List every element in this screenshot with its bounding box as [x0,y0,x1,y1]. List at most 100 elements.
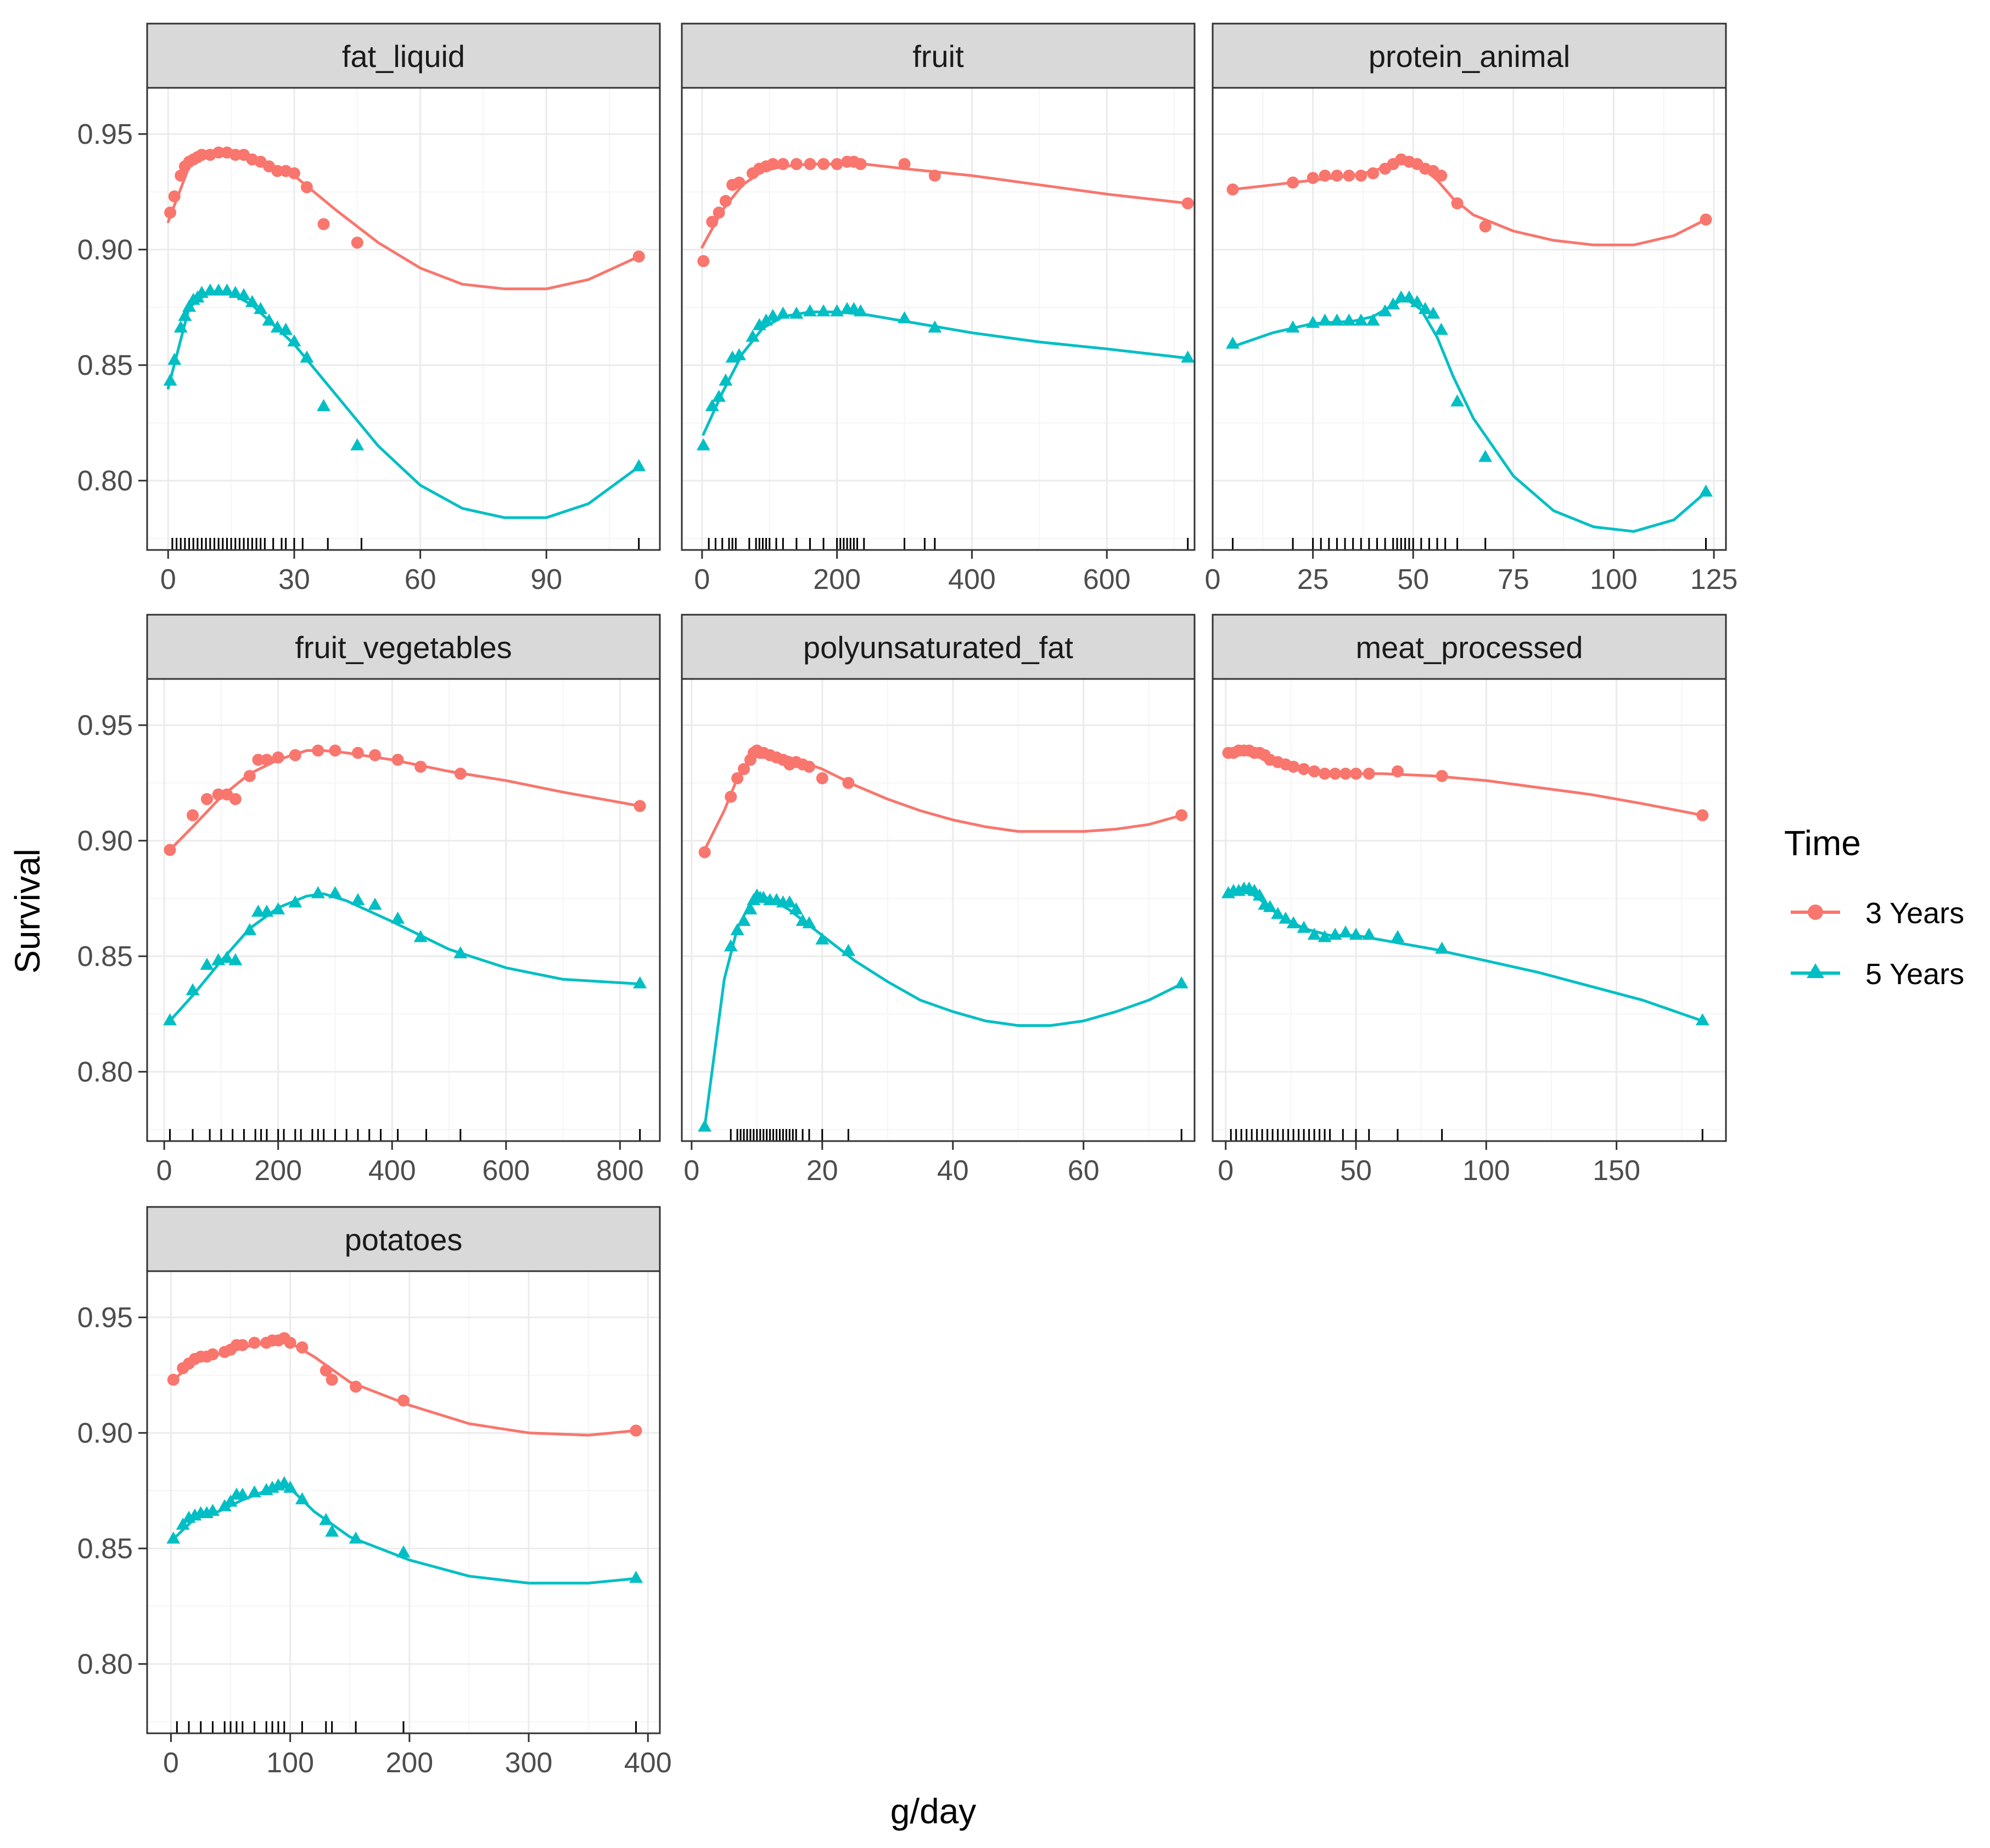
data-point-triangle [260,905,274,917]
data-point-circle [351,746,364,759]
data-point-triangle [1386,297,1400,310]
data-point-circle [312,744,324,757]
y-tick-label: 0.95 [77,1302,133,1334]
x-tick-label: 20 [806,1155,838,1187]
data-point-triangle [1271,907,1285,919]
data-point-circle [317,218,330,231]
data-point-circle [817,158,830,170]
strip-label-potatoes: potatoes [345,1222,463,1257]
data-point-circle [842,777,855,789]
y-tick-label: 0.80 [77,465,133,497]
x-tick-label: 600 [482,1155,530,1187]
data-point-triangle [271,902,285,914]
x-tick-label: 200 [385,1747,433,1779]
data-point-circle [206,1348,219,1361]
panel-polyunsaturated-fat: polyunsaturated_fat 0 20 40 60 [681,614,1196,1187]
y-tick-label: 0.85 [77,1533,133,1565]
data-point-triangle [1402,290,1416,303]
data-point-triangle [1318,313,1332,326]
data-point-circle [1451,197,1464,210]
data-point-triangle [247,1485,261,1498]
data-point-triangle [200,958,214,970]
data-point-triangle [816,304,831,317]
series-5-years [166,1476,643,1585]
data-point-triangle [752,318,766,330]
x-tick-label: 60 [405,564,436,596]
data-point-triangle [220,951,234,963]
strip-label-polyunsaturated-fat: polyunsaturated_fat [803,630,1073,665]
legend-label-3-years: 3 Years [1865,897,1964,930]
series-5-years [163,886,647,1026]
data-point-circle [1319,767,1331,780]
data-point-triangle [1297,920,1311,933]
y-tick-label: 0.85 [77,350,133,381]
data-point-triangle [300,350,314,363]
data-point-circle [1436,769,1448,782]
y-tick-label: 0.90 [77,1418,133,1450]
legend-key-triangle [1807,963,1824,978]
data-point-triangle [167,352,182,365]
data-point-circle [252,754,265,766]
strip-label-meat-processed: meat_processed [1355,630,1583,665]
strip-background [1212,614,1727,680]
data-point-circle [351,237,363,249]
data-point-triangle [1174,976,1189,988]
data-point-circle [414,760,427,773]
panel-background [1213,679,1726,1141]
data-point-circle [898,158,911,170]
data-point-circle [1355,169,1367,182]
data-point-circle [1329,767,1342,780]
data-point-triangle [1338,925,1353,938]
x-tick-label: 0 [1205,564,1221,596]
panel-meat-processed: meat_processed 0 50 100 150 [1212,614,1727,1187]
data-point-triangle [830,304,844,317]
data-point-circle [1479,220,1492,233]
strip-label-fruit: fruit [912,39,964,74]
data-point-triangle [288,895,302,908]
y-tick-label: 0.80 [77,1057,133,1088]
data-point-triangle [237,288,251,300]
data-point-triangle [270,320,284,333]
data-point-triangle [166,1531,181,1544]
data-point-circle [698,846,711,858]
data-point-circle [326,1373,338,1386]
data-point-circle [454,767,467,780]
data-point-triangle [277,1476,292,1488]
data-point-triangle [1410,295,1425,307]
data-point-triangle [1435,941,1449,954]
data-point-triangle [328,886,342,898]
data-point-triangle [730,923,744,935]
strip-label-protein-animal: protein_animal [1369,39,1570,74]
x-tick-label: 400 [948,564,996,596]
data-point-circle [733,176,745,189]
panel-fat-liquid: fat_liquid 0 30 60 90 0.80 0.85 0.90 0.95 [77,23,661,596]
data-point-triangle [629,1570,643,1583]
x-tick-label: 100 [1590,564,1638,596]
data-point-triangle [789,306,804,319]
data-point-triangle [1279,911,1293,924]
data-point-triangle [1426,306,1440,319]
x-tick-label: 40 [937,1155,969,1187]
data-point-triangle [815,932,829,945]
y-tick-label: 0.80 [77,1649,133,1681]
data-point-triangle [841,943,855,956]
data-point-circle [187,809,199,822]
data-point-circle [1287,760,1300,773]
data-point-circle [706,216,719,228]
data-point-triangle [262,313,276,326]
strip-background [681,23,1196,89]
y-tick-label: 0.90 [77,825,133,857]
data-point-circle [236,1339,249,1351]
data-point-triangle [633,976,647,988]
data-point-triangle [802,916,816,929]
data-point-circle [164,844,176,856]
data-point-triangle [243,923,257,935]
x-tick-label: 60 [1068,1155,1100,1187]
data-point-circle [854,158,867,170]
x-tick-label: 100 [266,1747,314,1779]
data-point-triangle [254,302,268,314]
data-point-circle [296,1341,309,1353]
panel-fruit: fruit 0 200 400 600 [681,23,1196,596]
panel-fruit-vegetables: fruit_vegetables 0 200 400 600 800 0.80 0.85 0.9… [77,614,661,1187]
data-point-triangle [176,1518,190,1530]
